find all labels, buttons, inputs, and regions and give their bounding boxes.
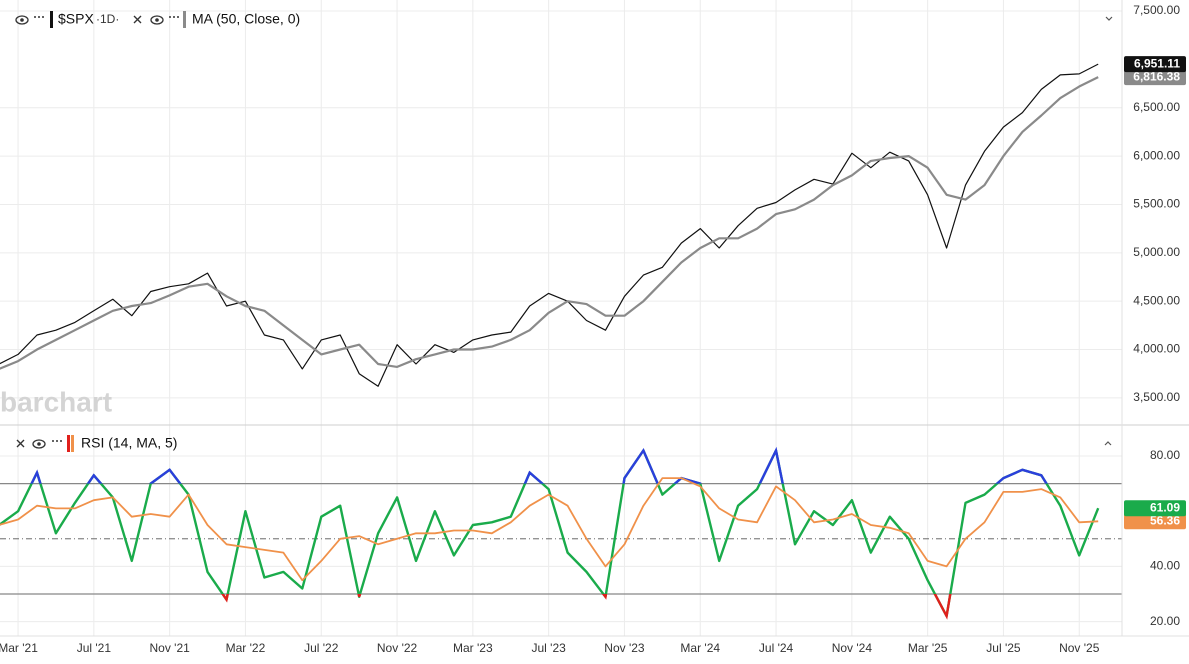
- x-tick-label: Jul '21: [77, 641, 112, 655]
- y-tick-label: 4,000.00: [1133, 342, 1180, 356]
- series-swatch: [50, 11, 53, 28]
- y-tick-label: 5,000.00: [1133, 245, 1180, 259]
- more-icon[interactable]: [52, 440, 62, 442]
- price-panel: [0, 63, 1099, 387]
- eye-icon[interactable]: [15, 15, 29, 25]
- x-tick-label: Nov '24: [832, 641, 873, 655]
- last-value-badge: [1124, 69, 1186, 86]
- y-tick-label: 4,500.00: [1133, 293, 1180, 307]
- x-tick-label: Jul '24: [759, 641, 794, 655]
- eye-icon[interactable]: [150, 15, 164, 25]
- y-tick-label: 6,000.00: [1133, 148, 1180, 162]
- study-label: MA (50, Close, 0): [192, 11, 300, 27]
- study-label: RSI (14, MA, 5): [81, 435, 177, 451]
- x-tick-label: Jul '22: [304, 641, 339, 655]
- interval-text: 1D: [100, 12, 116, 26]
- x-tick-label: Nov '23: [604, 641, 645, 655]
- watermark: barchart: [0, 386, 112, 417]
- last-value-label: 6,816.38: [1133, 69, 1180, 83]
- x-tick-label: Mar '23: [453, 641, 493, 655]
- x-tick-label: Mar '25: [908, 641, 948, 655]
- y-tick-label: 40.00: [1150, 559, 1180, 573]
- rsi-header: RSI (14, MA, 5): [16, 435, 1112, 452]
- interval[interactable]: ·1D·: [96, 12, 119, 26]
- series-line: [0, 63, 1099, 387]
- last-value-badge: [1124, 500, 1186, 517]
- more-icon[interactable]: [169, 16, 179, 18]
- y-tick-label: 20.00: [1150, 614, 1180, 628]
- series-swatch: [71, 435, 74, 452]
- x-tick-label: Mar '21: [0, 641, 38, 655]
- close-icon[interactable]: [16, 439, 25, 448]
- price-header: $SPX ·1D· MA (50, Close, 0): [15, 11, 1113, 28]
- collapse-icon[interactable]: [1104, 441, 1112, 446]
- x-tick-label: Nov '22: [377, 641, 418, 655]
- axes: Mar '21 Jul '21 Nov '21 Mar '22 Jul '22 Nov '…: [0, 3, 1186, 655]
- grid: [0, 0, 1122, 636]
- eye-pupil: [155, 18, 159, 22]
- series-swatch: [183, 11, 186, 28]
- close-icon[interactable]: [133, 15, 142, 24]
- x-tick-label: Mar '24: [680, 641, 720, 655]
- x-tick-label: Jul '23: [531, 641, 566, 655]
- y-tick-label: 80.00: [1150, 448, 1180, 462]
- series-swatch: [67, 435, 70, 452]
- series-line: [0, 477, 1099, 582]
- more-icon[interactable]: [34, 16, 44, 18]
- symbol: $SPX: [58, 11, 94, 27]
- collapse-icon[interactable]: [1105, 16, 1113, 21]
- y-tick-label: 6,500.00: [1133, 100, 1180, 114]
- last-value-label: 56.36: [1150, 513, 1180, 527]
- last-value-label: 6,951.11: [1134, 56, 1180, 70]
- y-tick-label: 3,500.00: [1133, 390, 1180, 404]
- y-tick-label: 5,500.00: [1133, 197, 1180, 211]
- x-tick-label: Jul '25: [986, 641, 1021, 655]
- eye-pupil: [20, 18, 24, 22]
- last-value-label: 61.09: [1150, 500, 1180, 514]
- y-tick-label: 7,500.00: [1133, 3, 1180, 17]
- eye-icon[interactable]: [32, 439, 46, 449]
- last-value-badge: [1124, 513, 1186, 530]
- x-tick-label: Nov '25: [1059, 641, 1100, 655]
- last-value-badge: [1124, 56, 1186, 73]
- x-tick-label: Mar '22: [226, 641, 266, 655]
- series-line: [0, 76, 1099, 370]
- eye-pupil: [37, 442, 41, 446]
- rsi-panel: [0, 446, 1100, 620]
- x-tick-label: Nov '21: [149, 641, 190, 655]
- series-line: [0, 449, 1100, 618]
